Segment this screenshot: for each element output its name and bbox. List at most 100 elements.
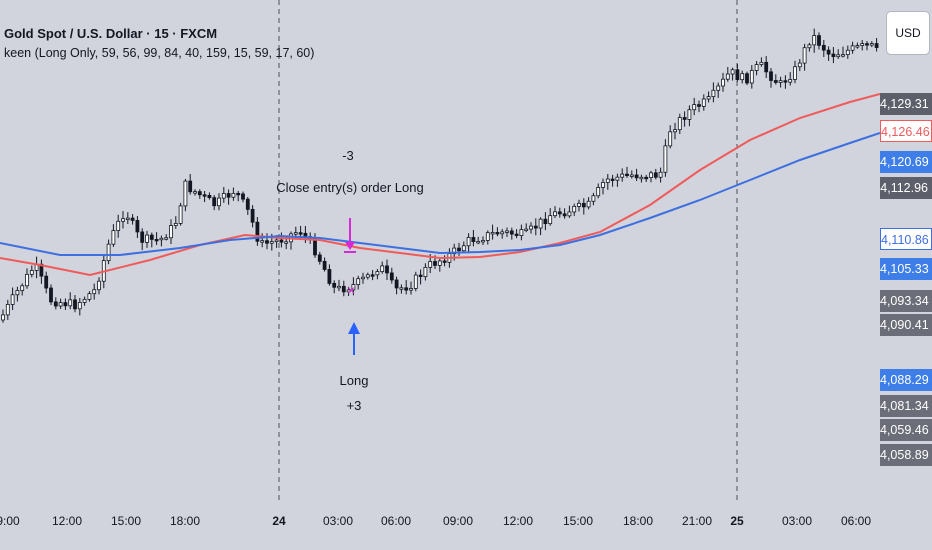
candle-body <box>543 218 548 225</box>
candle-body <box>418 274 423 278</box>
symbol-title[interactable]: Gold Spot / U.S. Dollar · 15 · FXCM <box>4 26 218 41</box>
candle-body <box>241 193 245 200</box>
candle-body <box>471 237 476 243</box>
candle-body <box>821 44 826 51</box>
candle-body <box>164 237 169 240</box>
candle-body <box>404 287 409 291</box>
candle-body <box>212 197 217 207</box>
candle-body <box>380 265 385 273</box>
candle-body <box>490 232 495 235</box>
candle-body <box>5 304 10 316</box>
candle-body <box>495 232 500 235</box>
candle-body <box>437 260 442 266</box>
candle-body <box>399 287 404 290</box>
candle-body <box>221 193 226 199</box>
candle-body <box>202 194 207 197</box>
candle-body <box>25 273 29 287</box>
candle-body <box>149 234 154 240</box>
currency-button[interactable]: USD <box>886 11 930 55</box>
candle-body <box>73 299 77 310</box>
candle-body <box>375 271 380 276</box>
candle-body <box>807 44 812 49</box>
candle-body <box>663 145 668 173</box>
candle-body <box>793 66 797 80</box>
candle-body <box>39 263 44 277</box>
candle-body <box>466 237 471 247</box>
candle-body <box>322 260 327 270</box>
entry-quantity-label: +3 <box>346 398 362 413</box>
price-chart[interactable]: × <box>0 0 880 500</box>
price-label: 4,088.29 <box>880 369 932 391</box>
time-label: 06:00 <box>840 514 872 528</box>
time-scale[interactable]: 9:00 12:00 15:00 18:00 24 03:00 06:00 09:00 12:0… <box>0 500 880 550</box>
red-moving-average-line <box>0 93 880 277</box>
time-label: 12:00 <box>51 514 83 528</box>
candle-body <box>831 53 836 58</box>
candle-body <box>874 43 879 48</box>
candle-body <box>721 78 725 87</box>
candle-body <box>231 192 236 198</box>
price-label: 4,059.46 <box>880 419 932 441</box>
candle-body <box>812 35 817 46</box>
time-label: 03:00 <box>322 514 354 528</box>
candle-body <box>68 299 73 307</box>
candle-body <box>692 104 697 111</box>
price-label: 4,090.41 <box>880 314 932 336</box>
candle-body <box>754 64 759 71</box>
candle-body <box>764 61 769 73</box>
candle-body <box>351 284 356 291</box>
candle-body <box>87 293 92 300</box>
candle-body <box>356 278 361 285</box>
candle-body <box>97 280 101 291</box>
time-label: 25 <box>730 514 744 528</box>
candle-body <box>279 239 284 243</box>
price-label: 4,093.34 <box>880 290 932 312</box>
candle-body <box>586 200 591 208</box>
candle-body <box>265 240 269 244</box>
candle-body <box>236 192 241 196</box>
chart-pane[interactable]: × Gold Spot / U.S. Dollar · 15 · FXCM ke… <box>0 0 880 500</box>
candle-body <box>557 211 562 215</box>
candle-body <box>673 129 677 133</box>
price-scale[interactable]: 4,129.31 4,126.46 4,120.69 4,112.96 4,110.86… <box>880 0 932 500</box>
candle-body <box>769 71 773 81</box>
candle-body <box>10 294 15 305</box>
candle-body <box>106 243 111 262</box>
time-label: 9:00 <box>0 514 20 528</box>
entry-arrow-head <box>348 322 360 334</box>
candle-body <box>668 131 673 147</box>
candle-body <box>850 45 855 51</box>
candle-body <box>826 49 831 55</box>
time-label: 15:00 <box>110 514 142 528</box>
time-label: 09:00 <box>442 514 474 528</box>
candle-body <box>740 73 745 81</box>
candle-body <box>615 176 620 181</box>
candle-body <box>625 173 629 177</box>
candle-body <box>562 213 567 217</box>
candle-body <box>1 314 5 321</box>
candle-body <box>423 266 428 278</box>
candle-body <box>773 80 778 83</box>
candle-body <box>836 54 841 58</box>
candle-body <box>783 80 788 83</box>
exit-order-label: Close entry(s) order Long <box>276 180 424 195</box>
candle-body <box>111 230 116 245</box>
candle-body <box>567 211 572 217</box>
candle-body <box>365 274 370 278</box>
indicator-legend[interactable]: keen (Long Only, 59, 56, 99, 84, 40, 159… <box>4 46 315 60</box>
candle-body <box>428 261 433 268</box>
candle-body <box>313 238 317 256</box>
candle-body <box>649 172 653 178</box>
candle-body <box>529 225 533 230</box>
candle-body <box>207 194 212 199</box>
candle-body <box>644 176 649 180</box>
candle-body <box>476 241 481 244</box>
candle-body <box>716 85 721 91</box>
candle-body <box>154 239 159 242</box>
candle-body <box>514 233 519 237</box>
candle-body <box>629 174 634 177</box>
candle-body <box>370 274 375 277</box>
candle-body <box>711 89 716 98</box>
candle-body <box>274 239 279 243</box>
candle-body <box>317 254 322 262</box>
